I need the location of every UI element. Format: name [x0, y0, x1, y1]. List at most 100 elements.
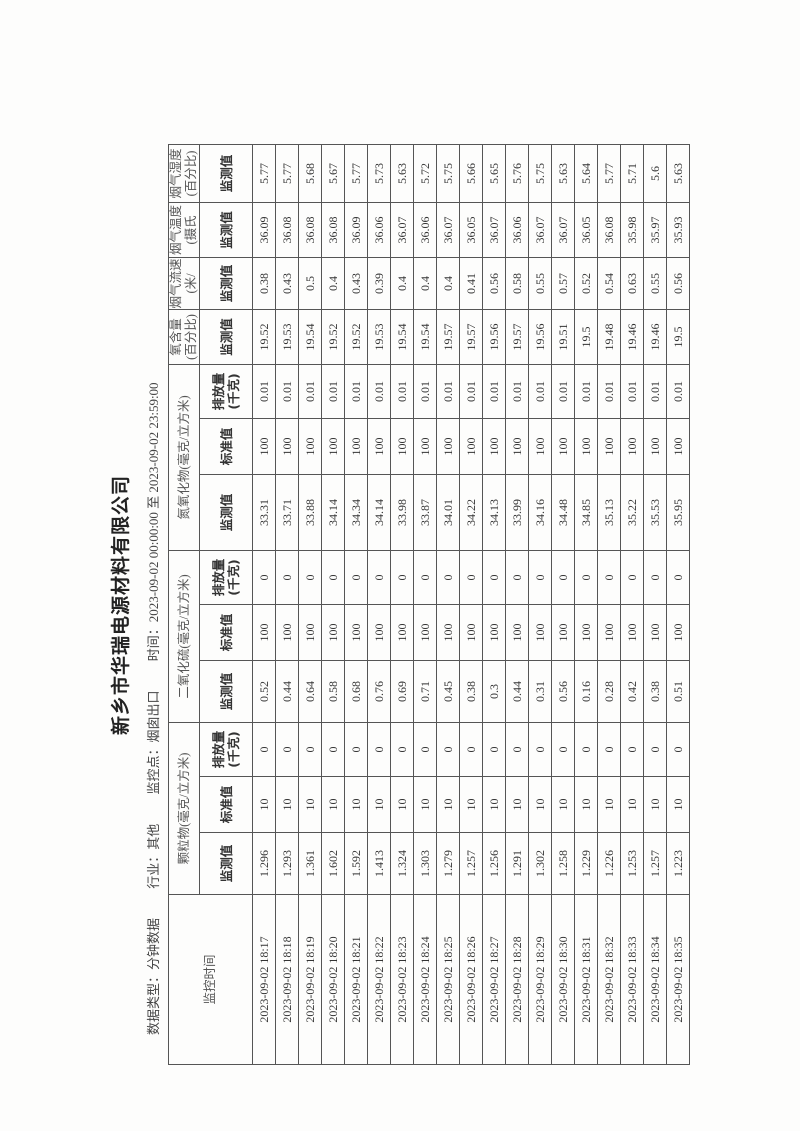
cell-value: 10	[413, 776, 437, 833]
cell-value: 36.06	[413, 202, 437, 258]
cell-value: 100	[643, 418, 667, 475]
cell-value: 0	[597, 722, 621, 777]
cell-time: 2023-09-02 18:20	[321, 894, 345, 1065]
table-row: 2023-09-02 18:34 1.257 10 0 0.38 100 0 35.53 100…	[643, 144, 667, 1065]
industry: 行业：其他	[146, 823, 161, 889]
cell-value: 0.68	[344, 660, 368, 723]
cell-value: 5.73	[367, 144, 391, 203]
cell-value: 100	[436, 604, 460, 661]
cell-value: 100	[505, 418, 529, 475]
cell-value: 1.256	[482, 832, 506, 895]
cell-value: 5.66	[459, 144, 483, 203]
cell-value: 0.42	[620, 660, 644, 723]
cell-value: 100	[390, 418, 414, 475]
cell-value: 0.01	[436, 364, 460, 419]
cell-value: 0	[413, 722, 437, 777]
cell-value: 100	[413, 418, 437, 475]
cell-value: 0.01	[666, 364, 690, 419]
cell-value: 34.16	[528, 474, 552, 551]
cell-value: 1.226	[597, 832, 621, 895]
cell-value: 0	[367, 550, 391, 605]
subheader-emission: 排放量(千克)	[199, 364, 253, 419]
cell-value: 0.01	[321, 364, 345, 419]
cell-value: 5.6	[643, 144, 667, 203]
cell-value: 10	[666, 776, 690, 833]
header-o2: 氧含量(百分比)	[168, 309, 200, 365]
subheader-measured: 监测值	[199, 202, 253, 258]
cell-value: 5.77	[597, 144, 621, 203]
cell-value: 100	[620, 604, 644, 661]
cell-value: 0	[436, 722, 460, 777]
cell-value: 100	[275, 418, 299, 475]
cell-value: 0.56	[482, 257, 506, 310]
cell-value: 19.57	[459, 309, 483, 365]
cell-time: 2023-09-02 18:27	[482, 894, 506, 1065]
cell-value: 19.46	[620, 309, 644, 365]
table-row: 2023-09-02 18:17 1.296 10 0 0.52 100 0 33.31 100…	[252, 144, 276, 1065]
cell-value: 19.53	[367, 309, 391, 365]
cell-value: 0	[390, 550, 414, 605]
cell-value: 0	[643, 722, 667, 777]
cell-value: 5.67	[321, 144, 345, 203]
cell-value: 0.39	[367, 257, 391, 310]
cell-time: 2023-09-02 18:26	[459, 894, 483, 1065]
cell-value: 0.01	[252, 364, 276, 419]
cell-value: 34.14	[321, 474, 345, 551]
cell-value: 0	[666, 722, 690, 777]
cell-value: 5.77	[275, 144, 299, 203]
cell-value: 0.5	[298, 257, 322, 310]
cell-value: 0.01	[597, 364, 621, 419]
cell-value: 1.253	[620, 832, 644, 895]
cell-value: 5.72	[413, 144, 437, 203]
subheader-emission: 排放量(千克)	[199, 550, 253, 605]
cell-value: 100	[482, 418, 506, 475]
cell-value: 0	[528, 722, 552, 777]
cell-time: 2023-09-02 18:30	[551, 894, 575, 1065]
cell-value: 100	[620, 418, 644, 475]
cell-value: 19.57	[436, 309, 460, 365]
subheader-emission: 排放量(千克)	[199, 722, 253, 777]
cell-value: 100	[551, 604, 575, 661]
cell-value: 0.52	[574, 257, 598, 310]
cell-value: 1.602	[321, 832, 345, 895]
cell-time: 2023-09-02 18:34	[643, 894, 667, 1065]
cell-value: 36.08	[321, 202, 345, 258]
cell-value: 100	[666, 418, 690, 475]
cell-value: 19.53	[275, 309, 299, 365]
cell-value: 0	[321, 550, 345, 605]
table-row: 2023-09-02 18:22 1.413 10 0 0.76 100 0 34.14 100…	[367, 144, 391, 1065]
cell-value: 0	[298, 722, 322, 777]
cell-value: 10	[252, 776, 276, 833]
cell-value: 0.41	[459, 257, 483, 310]
cell-value: 5.63	[551, 144, 575, 203]
cell-value: 0	[321, 722, 345, 777]
cell-value: 1.257	[643, 832, 667, 895]
cell-value: 0.28	[597, 660, 621, 723]
cell-value: 1.592	[344, 832, 368, 895]
cell-value: 0.63	[620, 257, 644, 310]
cell-value: 0.58	[505, 257, 529, 310]
cell-value: 0.4	[390, 257, 414, 310]
cell-value: 5.68	[298, 144, 322, 203]
cell-value: 100	[298, 418, 322, 475]
header-so2: 二氧化硫(毫克/立方米)	[168, 550, 200, 723]
cell-value: 0	[574, 550, 598, 605]
cell-value: 1.258	[551, 832, 575, 895]
cell-value: 36.09	[252, 202, 276, 258]
cell-value: 1.279	[436, 832, 460, 895]
cell-value: 0.01	[643, 364, 667, 419]
subheader-measured: 监测值	[199, 832, 253, 895]
cell-value: 0.01	[344, 364, 368, 419]
cell-value: 0	[643, 550, 667, 605]
cell-time: 2023-09-02 18:31	[574, 894, 598, 1065]
cell-value: 0.55	[643, 257, 667, 310]
cell-value: 0	[275, 550, 299, 605]
cell-value: 0	[505, 722, 529, 777]
cell-value: 100	[597, 418, 621, 475]
cell-value: 0.44	[505, 660, 529, 723]
cell-value: 0.4	[321, 257, 345, 310]
cell-value: 10	[643, 776, 667, 833]
cell-time: 2023-09-02 18:29	[528, 894, 552, 1065]
cell-value: 10	[275, 776, 299, 833]
cell-value: 19.54	[390, 309, 414, 365]
